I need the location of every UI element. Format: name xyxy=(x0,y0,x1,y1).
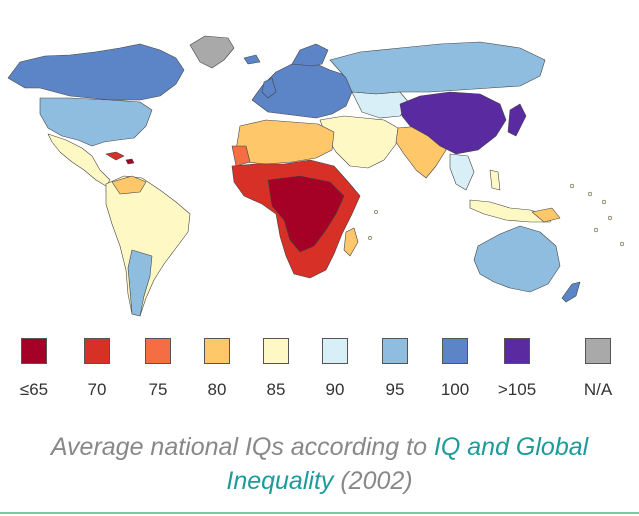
legend-swatch-3 xyxy=(204,338,230,364)
legend-label-5: 90 xyxy=(325,380,345,399)
venezuela-region xyxy=(111,175,147,195)
legend-swatch-4 xyxy=(263,338,289,364)
usa-region xyxy=(39,97,153,147)
legend: ≤65 70 75 80 85 90 95 100 >105 N/A xyxy=(0,338,639,399)
bottom-divider xyxy=(0,512,639,514)
legend-label-3: 80 xyxy=(207,380,227,399)
caption-prefix: Average national IQs according to xyxy=(50,433,434,461)
argentina-region xyxy=(127,249,153,317)
caption-suffix: (2002) xyxy=(333,467,413,495)
australia-region xyxy=(473,225,561,293)
island-dot xyxy=(607,215,613,221)
legend-label-7: 100 xyxy=(440,380,470,399)
japan-region xyxy=(507,103,527,137)
scandinavia-region xyxy=(291,43,329,67)
legend-label-9: N/A xyxy=(583,380,613,399)
legend-swatch-8 xyxy=(504,338,530,364)
caribbean-region xyxy=(105,151,125,161)
legend-label-0: ≤65 xyxy=(19,380,49,399)
middle-east-region xyxy=(319,115,399,169)
uk-region xyxy=(261,77,277,99)
legend-label-2: 75 xyxy=(148,380,168,399)
russia-region xyxy=(329,41,546,95)
caribbean-region-2 xyxy=(125,158,135,165)
west-sahara-region xyxy=(231,145,251,167)
philippines-region xyxy=(489,169,501,191)
legend-label-8: >105 xyxy=(497,380,537,399)
island-dot xyxy=(619,241,625,247)
papua-region xyxy=(531,207,561,223)
world-map xyxy=(7,35,625,317)
island-dot xyxy=(587,191,593,197)
legend-swatch-6 xyxy=(382,338,408,364)
island-dot xyxy=(368,236,372,240)
iceland-region xyxy=(243,54,261,65)
north-africa-region xyxy=(235,119,335,165)
canada-region xyxy=(7,43,185,101)
legend-swatch-1 xyxy=(84,338,110,364)
china-region xyxy=(399,91,507,155)
island-dot xyxy=(601,199,607,205)
legend-swatch-9 xyxy=(585,338,611,364)
madagascar-region xyxy=(343,227,359,257)
island-dot xyxy=(374,210,378,214)
legend-label-6: 95 xyxy=(385,380,405,399)
legend-label-4: 85 xyxy=(266,380,286,399)
central-africa-region xyxy=(267,175,345,253)
legend-swatch-7 xyxy=(442,338,468,364)
caption-link-inequality[interactable]: Inequality xyxy=(226,467,334,495)
legend-swatch-0 xyxy=(21,338,47,364)
indonesia-region xyxy=(469,199,553,223)
se-asia-region xyxy=(449,153,475,191)
island-dot xyxy=(593,227,599,233)
caption: Average national IQs according to IQ and… xyxy=(0,430,639,498)
caption-link-iq-global[interactable]: IQ and Global xyxy=(433,433,589,461)
legend-swatch-5 xyxy=(322,338,348,364)
south-america-region xyxy=(105,175,191,317)
legend-label-1: 70 xyxy=(87,380,107,399)
greenland-region xyxy=(189,35,235,69)
island-dot xyxy=(569,183,575,189)
new-zealand-region xyxy=(561,281,581,303)
legend-swatch-2 xyxy=(145,338,171,364)
